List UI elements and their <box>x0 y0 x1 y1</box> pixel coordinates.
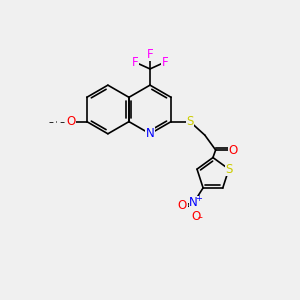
Text: +: + <box>195 194 202 203</box>
Text: –: – <box>57 117 65 127</box>
Text: F: F <box>161 56 168 69</box>
Text: –: – <box>198 213 203 223</box>
Text: S: S <box>186 115 194 128</box>
Text: O: O <box>66 115 75 128</box>
Text: N: N <box>189 196 198 209</box>
Text: O: O <box>192 210 201 223</box>
Text: –: – <box>49 117 54 127</box>
Text: S: S <box>225 163 233 176</box>
Text: F: F <box>132 56 139 69</box>
Text: N: N <box>146 127 154 140</box>
Text: O: O <box>229 143 238 157</box>
Text: F: F <box>147 48 153 61</box>
Text: O: O <box>178 199 187 212</box>
